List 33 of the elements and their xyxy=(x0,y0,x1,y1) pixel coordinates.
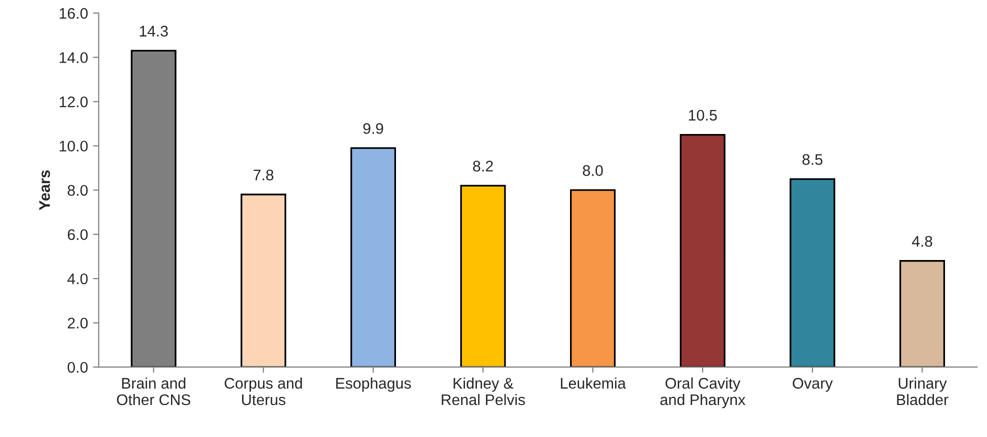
y-tick-label: 6.0 xyxy=(68,229,88,240)
x-tick-label: Brain and Other CNS xyxy=(116,377,190,406)
bar xyxy=(460,184,506,368)
bar xyxy=(899,260,946,368)
x-tick-label: Leukemia xyxy=(560,377,626,389)
y-axis-title: Years xyxy=(39,170,50,210)
y-tick-label: 14.0 xyxy=(60,52,88,64)
bar xyxy=(240,194,286,368)
x-tick-label: Kidney & Renal Pelvis xyxy=(442,377,525,406)
x-tick-label: Oral Cavity and Pharynx xyxy=(660,377,746,408)
y-tick-label: 2.0 xyxy=(68,318,88,329)
x-tick-label: Urinary Bladder xyxy=(897,377,948,406)
data-label: 4.8 xyxy=(912,236,932,247)
x-tick-label: Ovary xyxy=(792,378,833,392)
data-label: 8.0 xyxy=(582,165,603,176)
y-tick-label: 16.0 xyxy=(60,8,88,19)
bar xyxy=(680,134,726,368)
bar xyxy=(570,189,616,368)
data-label: 8.2 xyxy=(473,160,493,172)
y-tick-label: 4.0 xyxy=(67,273,88,284)
x-tick-label: Corpus and Uterus xyxy=(224,377,302,406)
bar xyxy=(350,147,396,368)
data-label: 14.3 xyxy=(140,26,168,37)
y-tick-label: 12.0 xyxy=(60,96,88,108)
y-tick-label: 10.0 xyxy=(60,140,88,152)
data-label: 8.5 xyxy=(802,154,822,165)
y-tick-label: 8.0 xyxy=(68,184,88,196)
data-label: 10.5 xyxy=(688,110,717,121)
data-label: 7.8 xyxy=(254,170,274,180)
bar xyxy=(790,178,836,368)
data-label: 9.9 xyxy=(363,123,384,134)
x-tick-label: Esophagus xyxy=(336,377,411,392)
y-tick-label: 0.0 xyxy=(68,362,88,373)
